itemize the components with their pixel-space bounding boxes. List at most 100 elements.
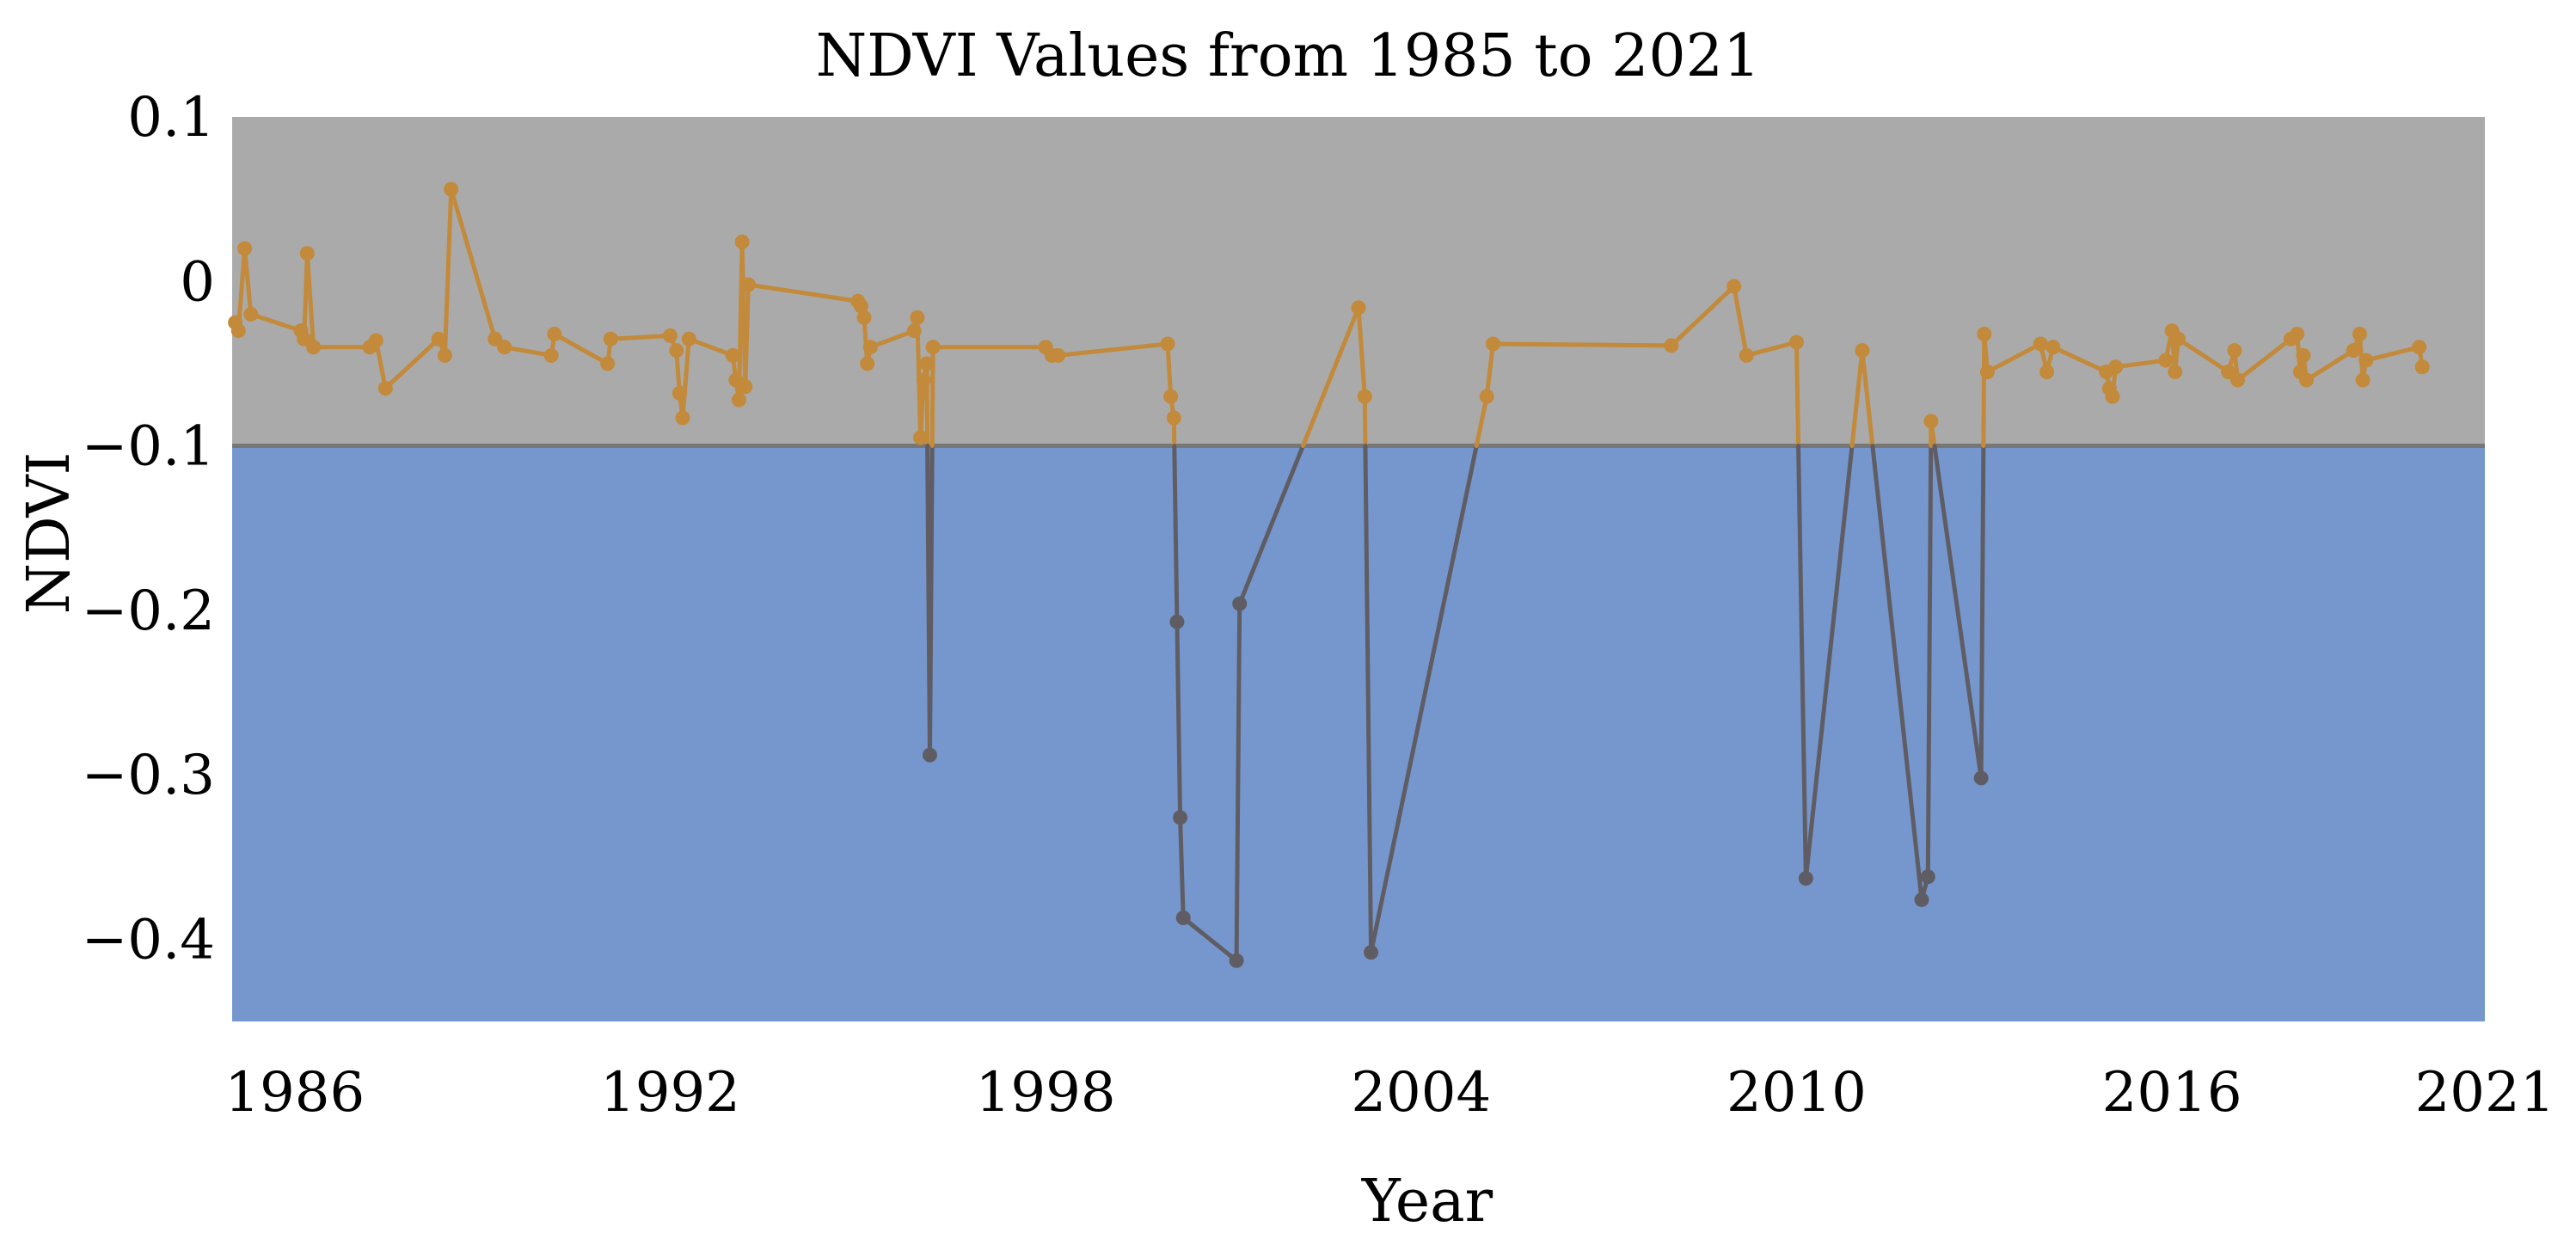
data-point: [488, 331, 503, 347]
y-axis-label: NDVI: [15, 452, 83, 615]
data-point: [922, 747, 937, 763]
data-point: [1357, 389, 1372, 404]
data-point: [1855, 343, 1870, 359]
data-point: [1979, 364, 1995, 379]
data-point: [2352, 326, 2367, 341]
data-point: [675, 410, 690, 426]
plot-background: [232, 117, 2485, 1021]
data-point: [2170, 331, 2186, 347]
data-point: [672, 385, 687, 401]
series-line-segment: [242, 246, 254, 317]
data-point: [1727, 279, 1742, 294]
data-point: [1173, 810, 1188, 825]
data-point: [853, 298, 868, 314]
series-line-segment: [2364, 345, 2422, 363]
series-line-segment: [686, 336, 735, 358]
data-point: [1664, 338, 1679, 353]
data-point: [1485, 336, 1500, 352]
series-line-segment: [1796, 444, 1808, 881]
series-line-segment: [1181, 915, 1239, 963]
series-line-segment: [304, 251, 316, 350]
data-point: [2346, 343, 2361, 359]
series-line-segment: [1165, 341, 1174, 399]
y-tick-label: 0: [180, 250, 215, 314]
series-line-segment: [2113, 358, 2168, 370]
data-point: [2412, 340, 2427, 355]
series-line-segment: [1363, 444, 1374, 955]
data-point: [2230, 372, 2246, 388]
data-point: [1166, 410, 1181, 426]
data-point: [2039, 364, 2055, 379]
chart-title: NDVI Values from 1985 to 2021: [816, 22, 1760, 90]
y-tick-label: 0.1: [127, 86, 215, 150]
data-point: [437, 347, 452, 363]
data-point: [2221, 364, 2236, 379]
data-point: [2108, 359, 2124, 375]
data-point: [1479, 389, 1494, 404]
series-line-segment: [868, 328, 917, 350]
series-line-segment: [449, 187, 498, 341]
region-below-threshold: [232, 445, 2485, 1021]
data-point: [662, 328, 678, 343]
series-line-segment: [2051, 345, 2109, 374]
data-point: [669, 343, 684, 359]
data-point: [431, 331, 446, 347]
data-point: [906, 323, 922, 339]
series-line-segment: [1978, 444, 1986, 781]
series-layer: [228, 181, 2430, 968]
data-point: [2299, 372, 2315, 388]
data-point: [2168, 364, 2183, 379]
series-line-segment: [502, 345, 554, 358]
data-point: [1232, 596, 1248, 611]
data-point: [2158, 353, 2174, 368]
y-tick-label: −0.4: [82, 908, 215, 972]
data-point: [919, 356, 935, 371]
data-point: [910, 310, 925, 325]
data-point: [2290, 326, 2305, 341]
series-line-segment: [1056, 341, 1170, 358]
data-point: [543, 347, 559, 363]
data-point: [377, 381, 393, 396]
series-line-segment: [1172, 444, 1180, 624]
y-tick-label: −0.3: [82, 744, 215, 807]
series-line-segment: [1300, 305, 1361, 449]
data-point: [2045, 340, 2061, 355]
series-line-segment: [1984, 341, 2043, 374]
data-point: [734, 234, 750, 249]
data-point: [740, 277, 756, 292]
series-line-segment: [1178, 815, 1186, 920]
data-point: [600, 356, 616, 371]
series-line-segment: [1794, 340, 1801, 449]
series-line-segment: [1356, 305, 1367, 399]
data-point: [1914, 892, 1929, 907]
series-line-segment: [2304, 348, 2356, 383]
series-line-segment: [442, 187, 454, 358]
data-point: [681, 331, 696, 347]
x-tick-label: 2004: [1351, 1061, 1491, 1125]
data-point: [1051, 347, 1066, 363]
series-line-segment: [1744, 340, 1799, 358]
x-tick-label: 2021: [2415, 1061, 2555, 1125]
data-point: [916, 372, 931, 388]
data-point: [2296, 347, 2311, 363]
data-point: [2033, 336, 2048, 352]
series-line-segment: [2175, 336, 2231, 374]
data-point: [913, 430, 929, 445]
series-line-segment: [1803, 444, 1855, 881]
series-line-segment: [1369, 444, 1479, 955]
series-line-segment: [1175, 619, 1183, 820]
data-point: [1788, 334, 1804, 350]
series-line-segment: [1490, 341, 1674, 348]
x-tick-label: 2016: [2102, 1061, 2242, 1125]
data-point: [856, 310, 872, 325]
series-line-segment: [927, 444, 935, 757]
x-tick-label: 2010: [1727, 1061, 1867, 1125]
data-point: [1169, 614, 1185, 629]
data-point: [230, 323, 246, 339]
series-line-segment: [552, 331, 610, 366]
data-point: [237, 241, 253, 256]
data-point: [1973, 770, 1989, 786]
series-line-segment: [743, 282, 751, 389]
data-point: [1229, 953, 1244, 968]
